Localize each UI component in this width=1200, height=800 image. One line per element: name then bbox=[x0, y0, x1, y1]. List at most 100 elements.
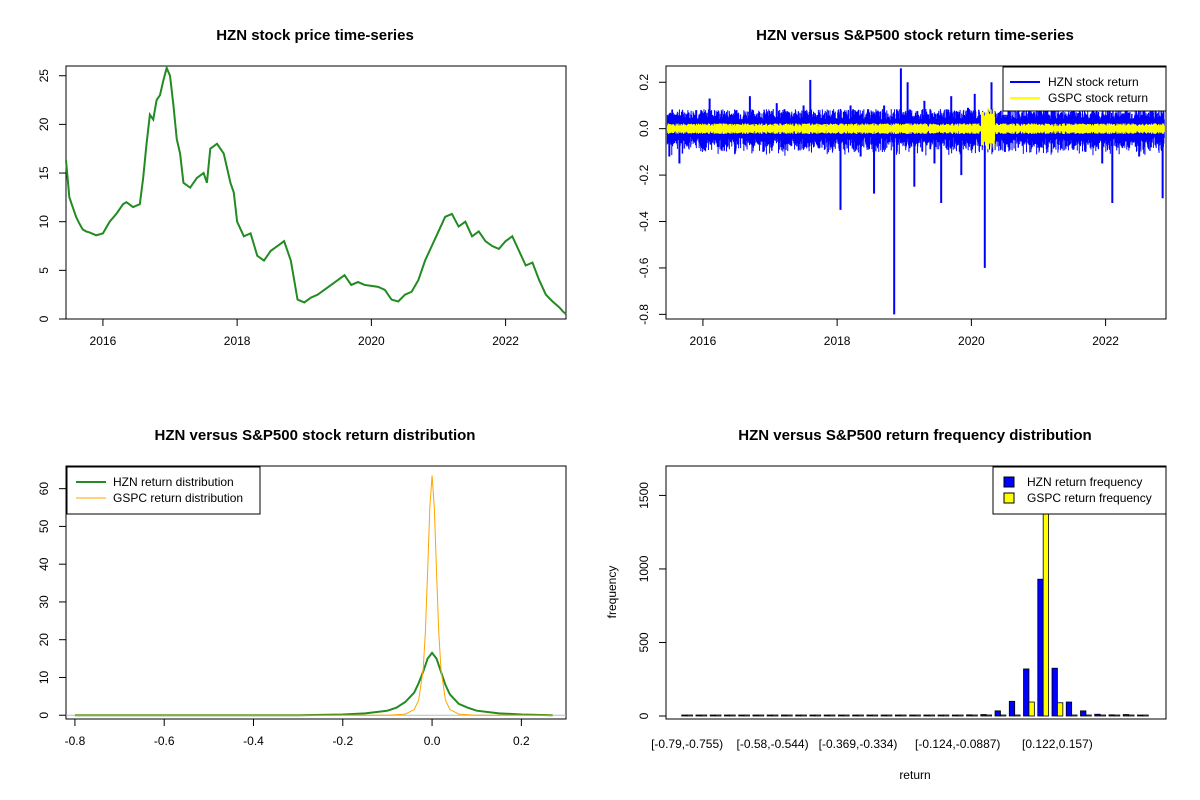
returns-y-tick-label: -0.2 bbox=[637, 164, 651, 185]
frequency-y-tick-label: 1500 bbox=[637, 482, 651, 509]
returns-x-tick-label: 2020 bbox=[958, 334, 985, 348]
gspc-frequency-bar bbox=[886, 714, 893, 717]
price-y-tick-label: 10 bbox=[37, 215, 51, 229]
hzn-frequency-bar bbox=[909, 714, 916, 717]
frequency-x-tick-label: [-0.79,-0.755) bbox=[651, 737, 723, 751]
gspc-frequency-bar bbox=[900, 714, 907, 717]
legend-box bbox=[66, 466, 261, 515]
hzn-frequency-bar bbox=[809, 714, 816, 717]
returns-x-tick-label: 2016 bbox=[690, 334, 717, 348]
return-timeseries-legend: HZN stock return GSPC stock return bbox=[1002, 66, 1167, 112]
hzn-frequency-bar bbox=[752, 714, 759, 717]
distribution-y-tick-label: 10 bbox=[37, 670, 51, 684]
legend-swatch-hzn-frequency bbox=[1003, 476, 1015, 488]
price-series-line bbox=[65, 64, 567, 315]
gspc-frequency-bar bbox=[743, 714, 750, 717]
price-x-tick-label: 2018 bbox=[224, 334, 251, 348]
legend-box bbox=[992, 466, 1167, 515]
legend-box bbox=[1002, 66, 1167, 112]
hzn-frequency-bar bbox=[980, 714, 987, 717]
hzn-frequency-bar bbox=[1051, 667, 1058, 717]
distribution-x-tick-label: -0.2 bbox=[332, 734, 353, 748]
distribution-x-tick-label: -0.6 bbox=[154, 734, 175, 748]
return-distribution-chart: HZN versus S&P500 stock return distribut… bbox=[37, 427, 567, 748]
return-frequency-chart: HZN versus S&P500 return frequency distr… bbox=[605, 427, 1167, 782]
gspc-frequency-bar bbox=[857, 714, 864, 717]
price-y-tick-label: 20 bbox=[37, 117, 51, 131]
hzn-frequency-bar bbox=[724, 714, 731, 717]
hzn-frequency-bar bbox=[923, 714, 930, 717]
gspc-frequency-bar bbox=[700, 714, 708, 717]
legend-label-gspc-return: GSPC stock return bbox=[1048, 91, 1148, 105]
hzn-frequency-bar bbox=[880, 714, 887, 717]
gspc-frequency-bar bbox=[928, 714, 936, 717]
hzn-frequency-bar bbox=[1108, 714, 1115, 717]
hzn-frequency-bar bbox=[866, 714, 873, 717]
distribution-y-tick-label: 50 bbox=[37, 519, 51, 533]
distribution-x-tick-label: -0.4 bbox=[243, 734, 264, 748]
hzn-distribution-line bbox=[74, 651, 553, 717]
distribution-x-tick-label: 0.0 bbox=[424, 734, 441, 748]
gspc-frequency-bar bbox=[1057, 702, 1064, 717]
hzn-frequency-bar bbox=[1065, 701, 1073, 717]
hzn-frequency-bar bbox=[1122, 714, 1130, 717]
legend-swatch-gspc-frequency bbox=[1003, 492, 1015, 504]
hzn-frequency-bar bbox=[894, 714, 902, 717]
return-timeseries-title: HZN versus S&P500 stock return time-seri… bbox=[756, 27, 1074, 44]
returns-x-tick-label: 2022 bbox=[1092, 334, 1119, 348]
frequency-y-tick-label: 500 bbox=[637, 632, 651, 652]
gspc-frequency-bar bbox=[829, 714, 836, 717]
gspc-frequency-bar bbox=[1142, 714, 1149, 717]
hzn-frequency-bar bbox=[1137, 714, 1144, 717]
gspc-frequency-bar bbox=[686, 714, 693, 717]
gspc-frequency-bar bbox=[814, 714, 822, 717]
hzn-frequency-bar bbox=[1008, 700, 1016, 717]
frequency-y-tick-label: 1000 bbox=[637, 555, 651, 582]
gspc-frequency-bar bbox=[943, 714, 950, 717]
gspc-frequency-bar bbox=[729, 714, 736, 717]
hzn-frequency-bar bbox=[1080, 710, 1087, 717]
hzn-frequency-bar bbox=[1094, 713, 1101, 717]
hzn-frequency-bar bbox=[781, 714, 788, 717]
distribution-y-tick-label: 40 bbox=[37, 557, 51, 571]
price-y-tick-label: 15 bbox=[37, 166, 51, 180]
hzn-frequency-bar bbox=[695, 714, 702, 717]
return-timeseries-chart: HZN versus S&P500 stock return time-seri… bbox=[637, 27, 1167, 348]
price-chart-title: HZN stock price time-series bbox=[216, 27, 414, 44]
hzn-frequency-bar bbox=[738, 714, 745, 717]
gspc-frequency-bar bbox=[985, 714, 993, 717]
frequency-x-tick-label: [-0.369,-0.334) bbox=[819, 737, 898, 751]
price-chart: HZN stock price time-series 0 5 10 15 20 25 20… bbox=[37, 27, 567, 348]
hzn-frequency-bar bbox=[951, 714, 959, 717]
frequency-x-tick-label: [-0.58,-0.544) bbox=[737, 737, 809, 751]
frequency-x-tick-label: [-0.124,-0.0887) bbox=[915, 737, 1000, 751]
price-y-tick-label: 5 bbox=[37, 267, 51, 274]
gspc-frequency-bar bbox=[800, 714, 807, 717]
hzn-frequency-bar bbox=[795, 714, 802, 717]
frequency-y-tick-label: 0 bbox=[637, 712, 651, 719]
hzn-frequency-bar bbox=[837, 714, 845, 717]
return-frequency-ylabel: frequency bbox=[605, 566, 619, 619]
price-y-tick-label: 25 bbox=[37, 69, 51, 83]
gspc-frequency-bar bbox=[715, 714, 722, 717]
legend-label-hzn-frequency: HZN return frequency bbox=[1027, 475, 1142, 489]
return-distribution-legend: HZN return distribution GSPC return dist… bbox=[66, 466, 261, 515]
legend-label-hzn-return: HZN stock return bbox=[1048, 75, 1139, 89]
hzn-frequency-bar bbox=[1037, 578, 1044, 717]
hzn-frequency-bar bbox=[709, 714, 717, 717]
gspc-frequency-bar bbox=[757, 714, 765, 717]
gspc-frequency-bar bbox=[786, 714, 793, 717]
gspc-frequency-bar bbox=[1000, 714, 1007, 717]
returns-y-tick-label: -0.6 bbox=[637, 257, 651, 278]
returns-y-tick-label: 0.2 bbox=[637, 74, 651, 91]
distribution-y-tick-label: 30 bbox=[37, 595, 51, 609]
hzn-frequency-bar bbox=[823, 714, 830, 717]
hzn-frequency-bar bbox=[994, 710, 1001, 717]
price-y-tick-label: 0 bbox=[37, 315, 51, 322]
gspc-frequency-bar bbox=[1113, 714, 1121, 717]
returns-y-tick-label: -0.8 bbox=[637, 304, 651, 325]
return-distribution-title: HZN versus S&P500 stock return distribut… bbox=[155, 427, 476, 444]
distribution-x-tick-label: 0.2 bbox=[513, 734, 530, 748]
hzn-frequency-bar bbox=[966, 714, 973, 717]
gspc-frequency-bar bbox=[1128, 714, 1135, 717]
